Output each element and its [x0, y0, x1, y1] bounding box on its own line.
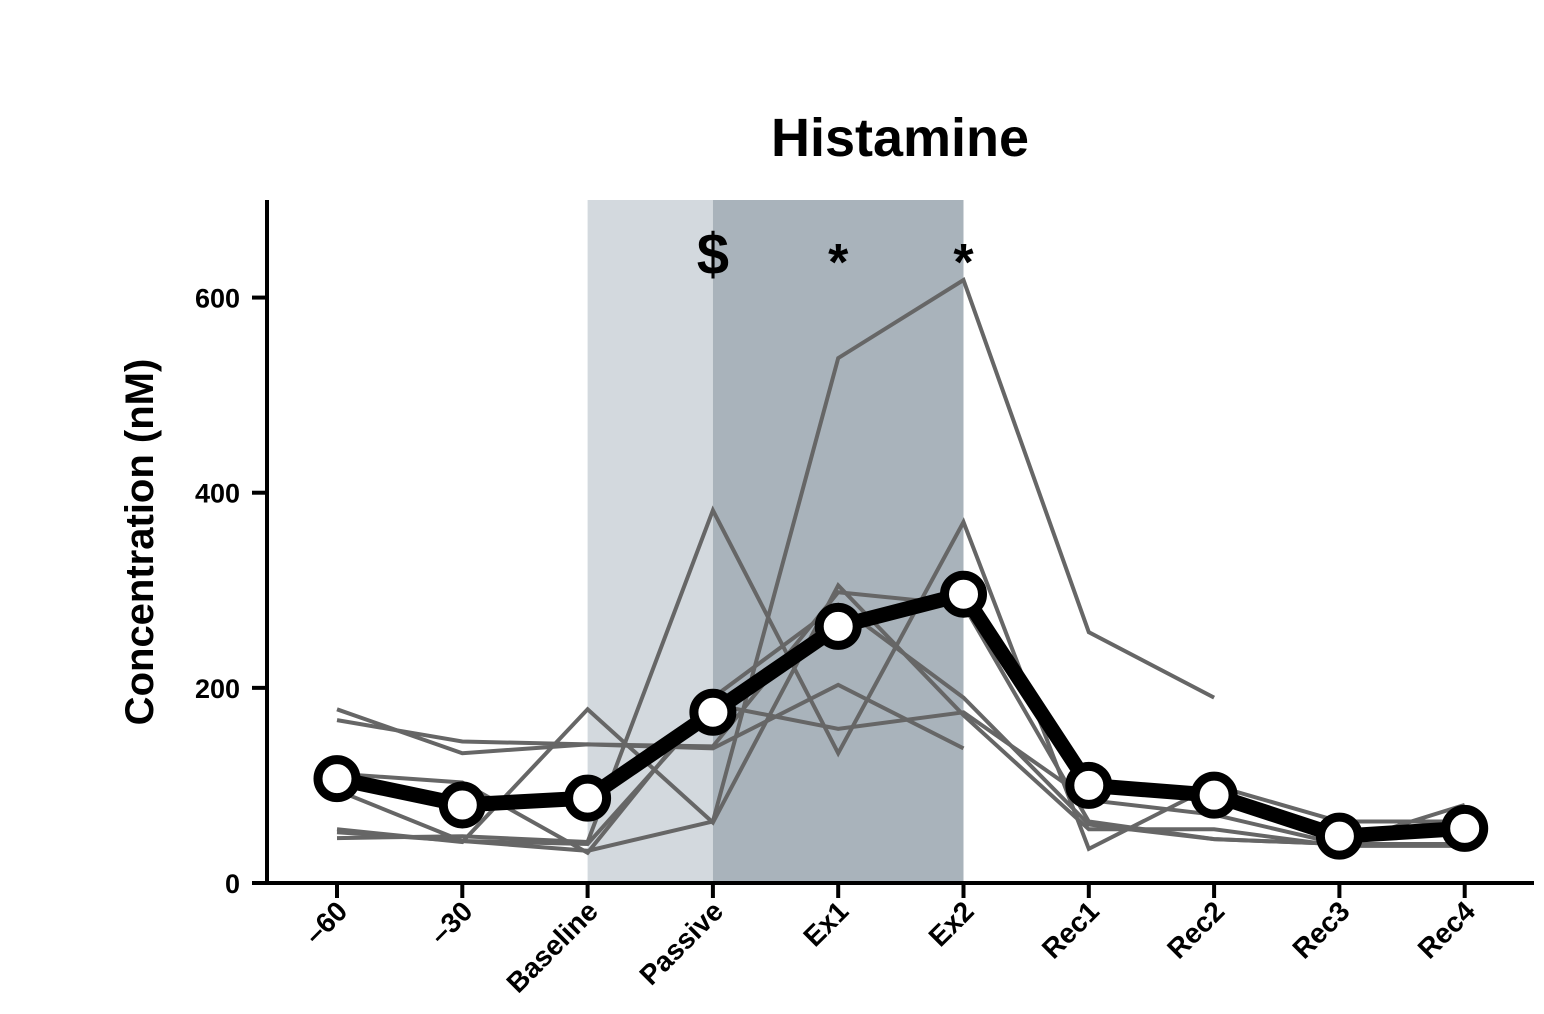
- y-tick-label: 200: [195, 674, 240, 704]
- x-tick-label: Baseline: [500, 895, 603, 998]
- x-tick-label: Rec4: [1412, 895, 1482, 965]
- individual-series-line-6: [336, 602, 1466, 856]
- mean-point: [940, 570, 987, 618]
- y-tick-label: 400: [195, 479, 240, 509]
- x-tick-label: Rec2: [1161, 895, 1230, 964]
- mean-point: [564, 774, 612, 822]
- shaded-region-0: [587, 200, 713, 883]
- y-axis-label: Concentration (nM): [118, 359, 162, 726]
- x-tick-label: Rec3: [1286, 895, 1355, 964]
- y-tick-label: 0: [225, 869, 240, 899]
- mean-point: [1065, 761, 1113, 809]
- x-tick-label: Ex1: [797, 895, 854, 952]
- mean-point: [1190, 771, 1238, 819]
- mean-series-line: [335, 586, 1466, 844]
- x-tick-label: –60: [298, 895, 353, 950]
- mean-point: [313, 755, 361, 803]
- mean-point: [689, 688, 737, 736]
- shaded-bands: [587, 200, 964, 883]
- y-tick-label: 600: [195, 284, 240, 314]
- individual-series-line-5: [336, 505, 1465, 852]
- significance-marker: *: [828, 234, 849, 292]
- x-tick-label: Rec1: [1036, 895, 1105, 964]
- mean-point: [1441, 804, 1489, 852]
- mean-series-group: [313, 570, 1489, 860]
- mean-point: [438, 781, 486, 829]
- mean-point: [814, 602, 862, 650]
- x-tick-label: –30: [424, 895, 479, 950]
- shaded-region-1: [712, 200, 964, 883]
- chart-title: Histamine: [771, 108, 1029, 168]
- mean-point: [1315, 812, 1363, 860]
- individual-series-line-7: [336, 702, 1466, 847]
- significance-marker: $: [697, 222, 729, 287]
- x-tick-label: Ex2: [923, 895, 980, 952]
- significance-marker: *: [953, 234, 974, 292]
- significance-annotations: $ * *: [697, 222, 975, 292]
- x-tick-label: Passive: [633, 895, 729, 991]
